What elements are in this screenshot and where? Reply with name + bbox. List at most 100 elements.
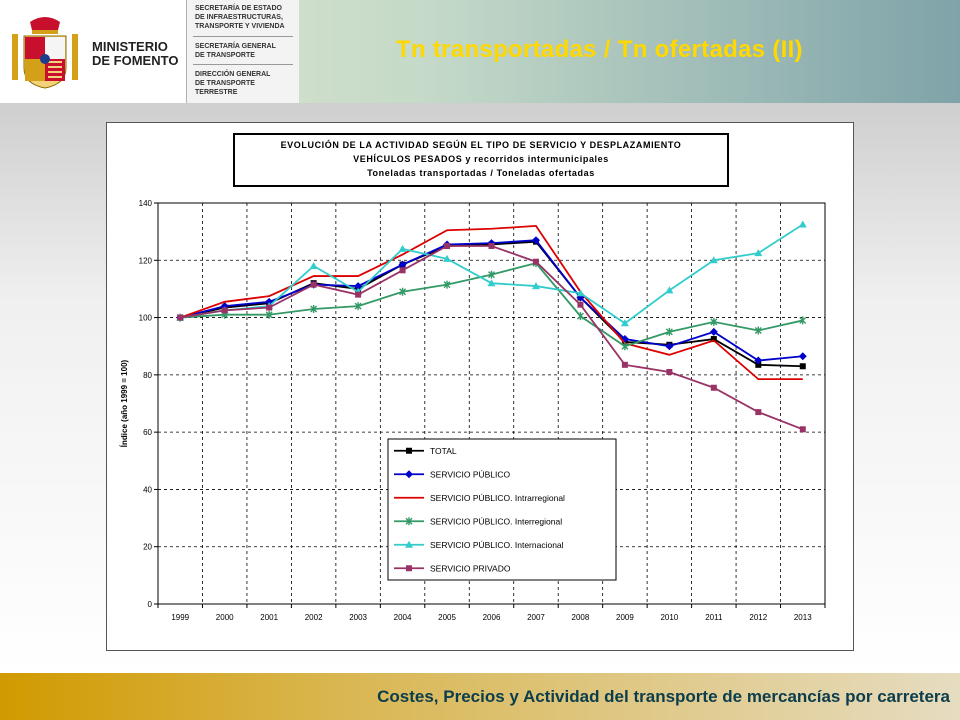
x-tick-label: 2000 (216, 613, 234, 622)
y-tick-label: 60 (143, 428, 152, 437)
data-point-3 (799, 316, 807, 325)
x-tick-label: 1999 (171, 613, 189, 622)
data-point-0 (710, 336, 717, 343)
x-tick-label: 2006 (483, 613, 501, 622)
legend-box (387, 438, 617, 581)
data-point-1 (398, 260, 407, 269)
data-point-4 (443, 254, 452, 262)
data-point-5 (221, 307, 228, 314)
x-tick-label: 2008 (572, 613, 590, 622)
data-point-1 (354, 282, 363, 291)
chart-title-line-2: VEHÍCULOS PESADOS y recorridos intermuni… (353, 154, 609, 164)
data-point-4 (798, 220, 807, 228)
data-point-4 (398, 244, 407, 252)
chart-frame: EVOLUCIÓN DE LA ACTIVIDAD SEGÚN EL TIPO … (106, 122, 854, 651)
data-point-1 (754, 356, 763, 365)
slide-footer: Costes, Precios y Actividad del transpor… (0, 673, 960, 720)
ministry-name: MINISTERIO DE FOMENTO (92, 40, 178, 68)
line-chart: 0 20 40 60 80 100 120 140 1999 2000 2001 2002 2003 20… (120, 199, 826, 622)
y-tick-label: 100 (139, 314, 153, 323)
x-tick-label: 2003 (349, 613, 367, 622)
data-point-3 (710, 317, 718, 326)
legend-marker (405, 517, 413, 526)
data-point-1 (665, 342, 674, 351)
y-tick-label: 0 (148, 600, 153, 609)
y-tick-label: 140 (139, 199, 153, 208)
data-point-0 (755, 361, 762, 368)
series-line-2 (179, 224, 803, 381)
chart-title-line-3: Toneladas transportadas / Toneladas ofer… (367, 168, 595, 178)
legend-marker (405, 470, 413, 479)
data-point-1 (265, 297, 274, 306)
y-tick-label: 40 (143, 485, 152, 494)
x-tick-label: 2010 (660, 613, 678, 622)
chart-title-box: EVOLUCIÓN DE LA ACTIVIDAD SEGÚN EL TIPO … (233, 133, 729, 187)
department-divider (193, 36, 293, 37)
x-tick-label: 2005 (438, 613, 456, 622)
data-point-5 (444, 242, 451, 249)
data-point-3 (354, 302, 362, 311)
department-general-secretariat: SECRETARÍA GENERAL DE TRANSPORTE (195, 43, 276, 59)
data-point-4 (576, 289, 585, 297)
x-tick-label: 2011 (705, 613, 723, 622)
ministry-name-line-1: MINISTERIO (92, 39, 168, 54)
data-point-3 (310, 304, 318, 313)
footer-text: Costes, Precios y Actividad del transpor… (377, 687, 950, 706)
data-point-4 (754, 249, 763, 257)
department-list: SECRETARÍA DE ESTADO DE INFRAESTRUCTURAS… (186, 0, 299, 103)
coat-of-arms-icon (12, 17, 78, 89)
data-point-1 (798, 352, 807, 361)
y-tick-label: 120 (139, 256, 153, 265)
legend-label: SERVICIO PÚBLICO. Interregional (430, 516, 562, 526)
x-tick-label: 2012 (749, 613, 767, 622)
legend-marker (406, 447, 412, 454)
legend-label: SERVICIO PÚBLICO (430, 469, 511, 479)
data-point-4 (487, 279, 496, 287)
y-tick-label: 80 (143, 371, 152, 380)
x-tick-label: 2013 (794, 613, 812, 622)
data-point-5 (266, 304, 273, 311)
data-point-5 (621, 361, 628, 368)
x-tick-label: 2004 (394, 613, 412, 622)
data-point-5 (532, 258, 539, 265)
slide-header: MINISTERIO DE FOMENTO SECRETARÍA DE ESTA… (0, 0, 960, 103)
data-point-4 (531, 282, 540, 290)
data-point-1 (531, 236, 540, 245)
ministry-logo-block: MINISTERIO DE FOMENTO (0, 0, 186, 103)
data-point-4 (620, 319, 629, 327)
legend-label: SERVICIO PÚBLICO. Intrarregional (430, 493, 565, 503)
data-point-3 (621, 342, 629, 351)
data-point-5 (666, 368, 673, 375)
data-point-3 (576, 312, 584, 321)
data-point-5 (355, 291, 362, 298)
data-point-3 (754, 326, 762, 335)
data-point-3 (488, 270, 495, 279)
data-point-5 (399, 267, 406, 274)
chart-title-line-1: EVOLUCIÓN DE LA ACTIVIDAD SEGÚN EL TIPO … (280, 140, 682, 150)
data-point-4 (309, 262, 318, 270)
data-point-3 (399, 287, 407, 296)
ministry-name-line-2: DE FOMENTO (92, 53, 179, 68)
legend-marker (406, 565, 412, 572)
data-point-3 (443, 280, 451, 289)
x-tick-label: 2001 (260, 613, 278, 622)
x-tick-label: 2007 (527, 613, 545, 622)
data-point-3 (265, 310, 273, 319)
department-divider (193, 64, 293, 65)
data-point-5 (177, 314, 184, 321)
data-point-5 (577, 301, 584, 308)
x-tick-label: 2009 (616, 613, 634, 622)
legend-label: SERVICIO PRIVADO (430, 563, 511, 573)
y-tick-label: 20 (143, 543, 152, 552)
data-point-5 (755, 409, 762, 416)
legend-marker (405, 540, 413, 548)
data-point-3 (665, 327, 673, 336)
data-point-5 (310, 281, 317, 288)
x-tick-label: 2002 (305, 613, 323, 622)
y-axis-label: Índice (año 1999 = 100) (120, 359, 129, 447)
data-point-0 (799, 363, 806, 370)
plot-area (157, 202, 826, 605)
department-general-directorate: DIRECCIÓN GENERAL DE TRANSPORTE TERRESTR… (195, 71, 271, 96)
department-state-secretariat: SECRETARÍA DE ESTADO DE INFRAESTRUCTURAS… (195, 5, 285, 30)
data-point-1 (620, 335, 629, 344)
